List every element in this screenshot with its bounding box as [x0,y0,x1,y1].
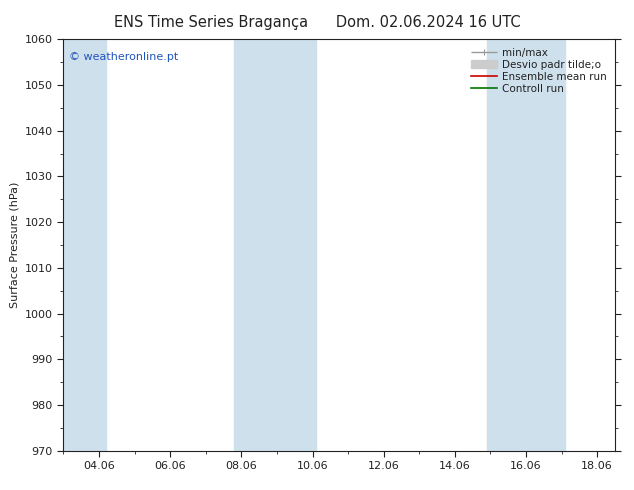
Y-axis label: Surface Pressure (hPa): Surface Pressure (hPa) [10,182,19,308]
Legend: min/max, Desvio padr tilde;o, Ensemble mean run, Controll run: min/max, Desvio padr tilde;o, Ensemble m… [467,45,610,97]
Bar [234,39,316,451]
Text: © weatheronline.pt: © weatheronline.pt [69,51,178,62]
Bar [487,39,565,451]
Bar [63,39,106,451]
Text: ENS Time Series Bragança      Dom. 02.06.2024 16 UTC: ENS Time Series Bragança Dom. 02.06.2024… [113,15,521,30]
